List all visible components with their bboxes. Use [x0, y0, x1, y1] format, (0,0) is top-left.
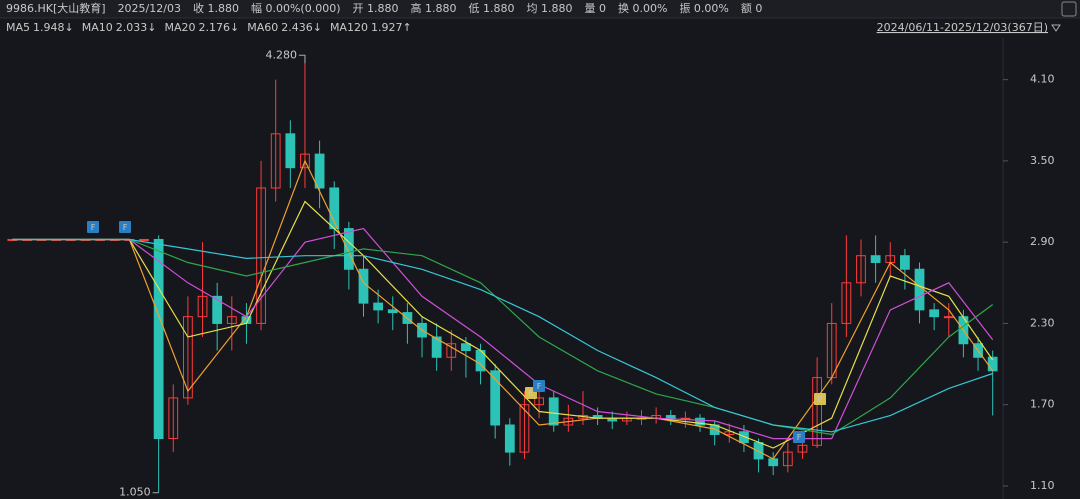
y-tick-label: 1.10: [1030, 479, 1055, 492]
candle-body: [929, 309, 940, 318]
event-marker: [533, 380, 545, 392]
candle-body: [300, 153, 310, 169]
date-range: 2024/06/11-2025/12/03(367日): [877, 21, 1048, 34]
legend-value: 1.927↑: [371, 21, 412, 34]
candle-body: [695, 417, 705, 426]
candle-body: [534, 397, 544, 406]
candle-body: [314, 153, 325, 189]
candle-body: [358, 268, 369, 304]
candle-body: [782, 451, 793, 467]
header-item: 低 1.880: [468, 2, 514, 15]
candle-body: [665, 415, 676, 419]
legend-name: MA5: [6, 21, 30, 34]
candle-body: [768, 458, 779, 467]
header-item: 2025/12/03: [118, 2, 181, 15]
candle-body: [139, 238, 149, 241]
ma-line: [12, 200, 994, 449]
ma-line: [12, 238, 993, 433]
header-item: 量 0: [584, 2, 606, 15]
legend-name: MA10: [82, 21, 113, 34]
candle-body: [446, 343, 457, 358]
candle-body: [168, 397, 179, 440]
event-marker: [87, 221, 99, 233]
legend-name: MA120: [330, 21, 368, 34]
legend-name: MA60: [247, 21, 278, 34]
legend-value: 2.176↓: [198, 21, 239, 34]
y-tick-label: 4.10: [1030, 73, 1055, 86]
header-item: 高 1.880: [410, 1, 456, 15]
candle-body: [256, 187, 266, 324]
y-tick-label: 2.30: [1030, 316, 1055, 329]
header-item: 幅 0.00%(0.000): [251, 2, 341, 15]
min-annotation: 1.050: [119, 486, 151, 499]
event-label: F: [123, 223, 128, 232]
header-item: 均 1.880: [526, 2, 572, 15]
ma-line: [12, 159, 994, 460]
header-item: 振 0.00%: [679, 1, 728, 15]
candle-body: [226, 316, 237, 324]
y-tick-label: 3.50: [1030, 154, 1055, 167]
event-label: F: [91, 223, 96, 232]
legend-value: 2.436↓: [281, 21, 322, 34]
event-label: F: [537, 382, 542, 391]
header-item: 开 1.880: [352, 2, 398, 15]
candle-body: [285, 133, 296, 169]
ma-line: [12, 227, 994, 440]
y-tick-label: 2.90: [1030, 235, 1055, 248]
candle-body: [373, 302, 384, 311]
legend-value: 1.948↓: [33, 21, 74, 34]
candle-body: [197, 295, 208, 318]
toolbar-icon: [1061, 1, 1077, 17]
candle-body: [753, 442, 764, 460]
event-marker: [814, 393, 826, 405]
event-marker: [793, 431, 805, 443]
candle-body: [870, 255, 881, 263]
candle-body: [900, 255, 910, 270]
candle-body: [431, 336, 442, 358]
candle-body: [343, 228, 354, 270]
candle-body: [548, 397, 559, 426]
candle-body: [461, 343, 471, 352]
candle-body: [519, 404, 530, 453]
candle-body: [212, 295, 223, 324]
event-label: E: [528, 389, 533, 398]
candle-body: [504, 424, 515, 453]
event-label: E: [817, 395, 822, 404]
candle-body: [797, 444, 808, 453]
annotation-arrow: [298, 54, 306, 64]
candle-body: [914, 268, 925, 311]
header-item: 额 0: [741, 2, 763, 15]
candle-body: [724, 431, 735, 435]
candle-body: [943, 316, 954, 319]
max-annotation: 4.280: [265, 48, 297, 61]
y-tick-label: 1.70: [1030, 398, 1055, 411]
candle-body: [841, 282, 852, 324]
legend-value: 2.033↓: [116, 21, 157, 34]
header-item: 9986.HK[大山教育]: [6, 1, 106, 15]
candle-body: [387, 309, 398, 314]
range-dropdown: [1051, 24, 1061, 32]
candle-body: [812, 377, 822, 446]
header-item: 换 0.00%: [618, 1, 667, 15]
candle-body: [153, 238, 164, 440]
header-item: 收 1.880: [193, 1, 239, 15]
legend-name: MA20: [164, 21, 195, 34]
candle-body: [270, 133, 281, 189]
header-bar: [0, 0, 1080, 18]
candle-body: [739, 431, 749, 444]
ma-line: [12, 238, 994, 436]
candle-body: [490, 370, 501, 426]
candle-body: [183, 316, 193, 399]
candle-body: [856, 255, 866, 284]
event-label: F: [797, 433, 802, 442]
event-marker: [119, 221, 131, 233]
